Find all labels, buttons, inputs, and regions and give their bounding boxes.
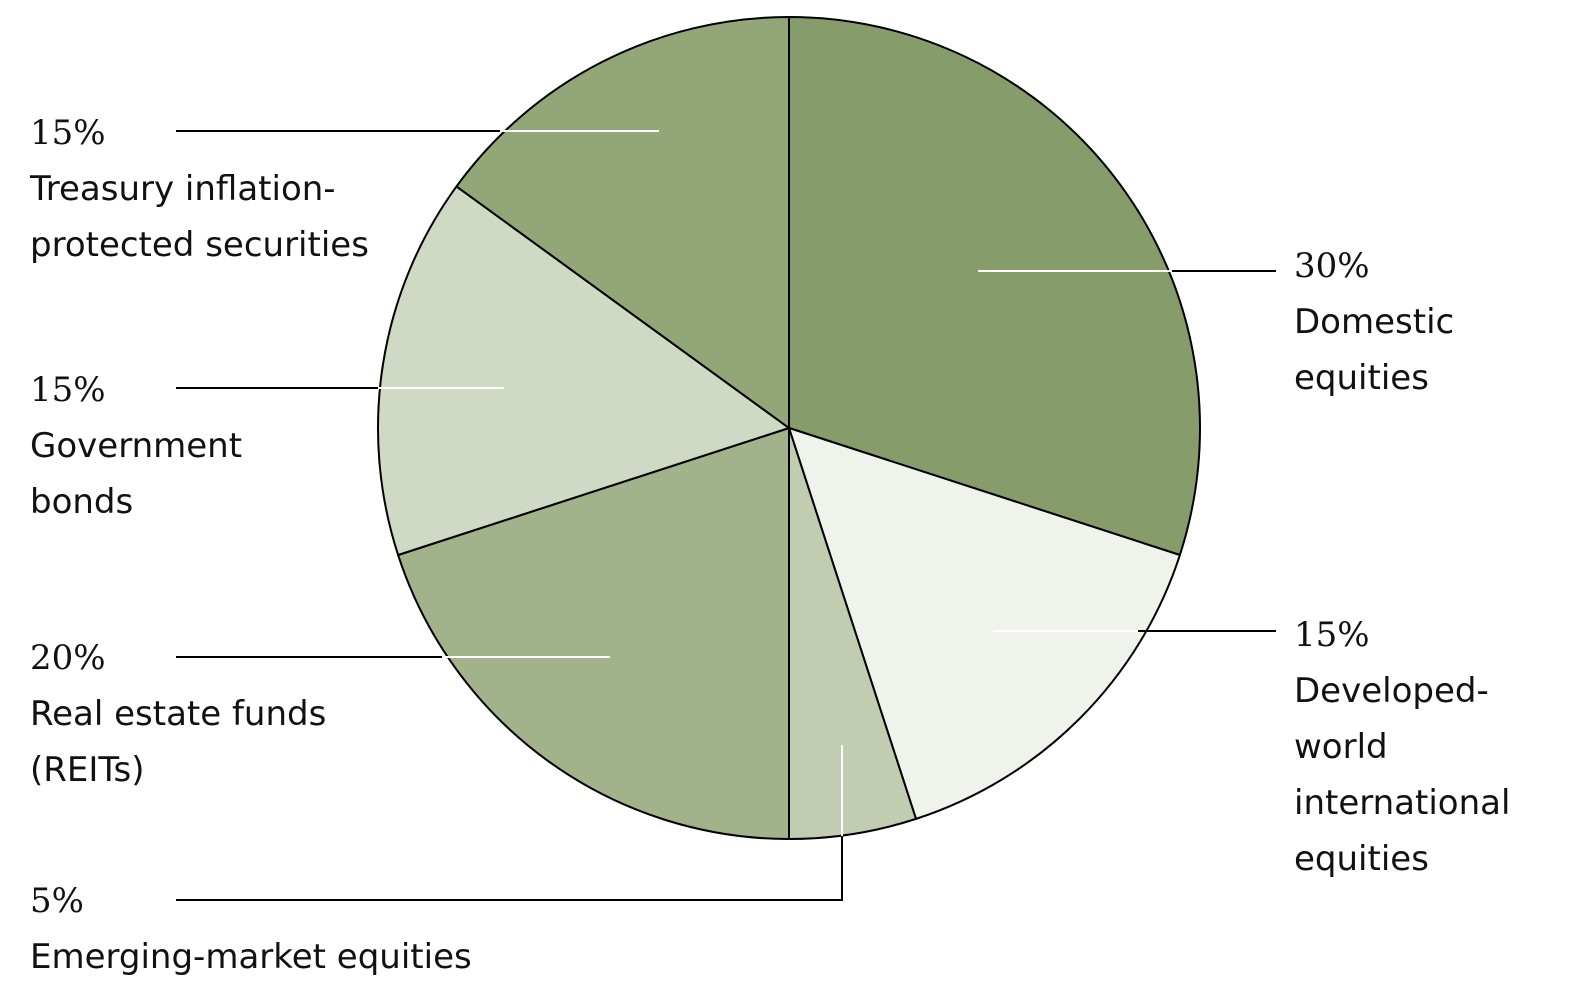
pie-slice-developed-world-international-equities [788, 427, 1181, 820]
pie-slices [377, 16, 1201, 840]
category-label-treasury-inflation-protected-securities-line-1: Treasury inflation- [29, 169, 336, 209]
category-label-emerging-market-equities-line-1: Emerging-market equities [30, 937, 472, 977]
pie-slice-treasury-inflation-protected-securities [455, 16, 790, 429]
pie-slice-real-estate-funds-reits [397, 427, 790, 840]
category-label-real-estate-funds-reits-line-1: Real estate funds [30, 694, 326, 734]
category-label-government-bonds-line-1: Government [30, 426, 242, 466]
category-label-developed-world-international-equities-line-3: international [1294, 783, 1510, 823]
category-label-domestic-equities-line-2: equities [1294, 358, 1429, 398]
category-label-treasury-inflation-protected-securities-line-2: protected securities [30, 225, 369, 265]
category-label-domestic-equities-line-1: Domestic [1294, 302, 1454, 342]
percent-label-government-bonds: 15% [30, 370, 106, 410]
category-label-developed-world-international-equities-line-2: world [1294, 727, 1388, 767]
percent-label-domestic-equities: 30% [1294, 246, 1370, 286]
pie-slice-government-bonds [377, 185, 790, 557]
leader-line-emerging-market-equities [176, 836, 843, 901]
percent-label-treasury-inflation-protected-securities: 15% [30, 113, 106, 153]
category-label-real-estate-funds-reits-line-2: (REITs) [30, 750, 145, 790]
category-label-developed-world-international-equities-line-1: Developed- [1294, 671, 1489, 711]
percent-label-real-estate-funds-reits: 20% [30, 638, 106, 678]
leader-lines [176, 130, 1276, 901]
category-label-government-bonds-line-2: bonds [30, 482, 133, 522]
percent-label-developed-world-international-equities: 15% [1294, 615, 1370, 655]
slice-labels: 30% Domestic equities 15% Developed-world int… [29, 113, 1510, 977]
pie-slice-domestic-equities [788, 16, 1201, 557]
percent-label-emerging-market-equities: 5% [30, 881, 84, 921]
category-label-developed-world-international-equities-line-4: equities [1294, 839, 1429, 879]
